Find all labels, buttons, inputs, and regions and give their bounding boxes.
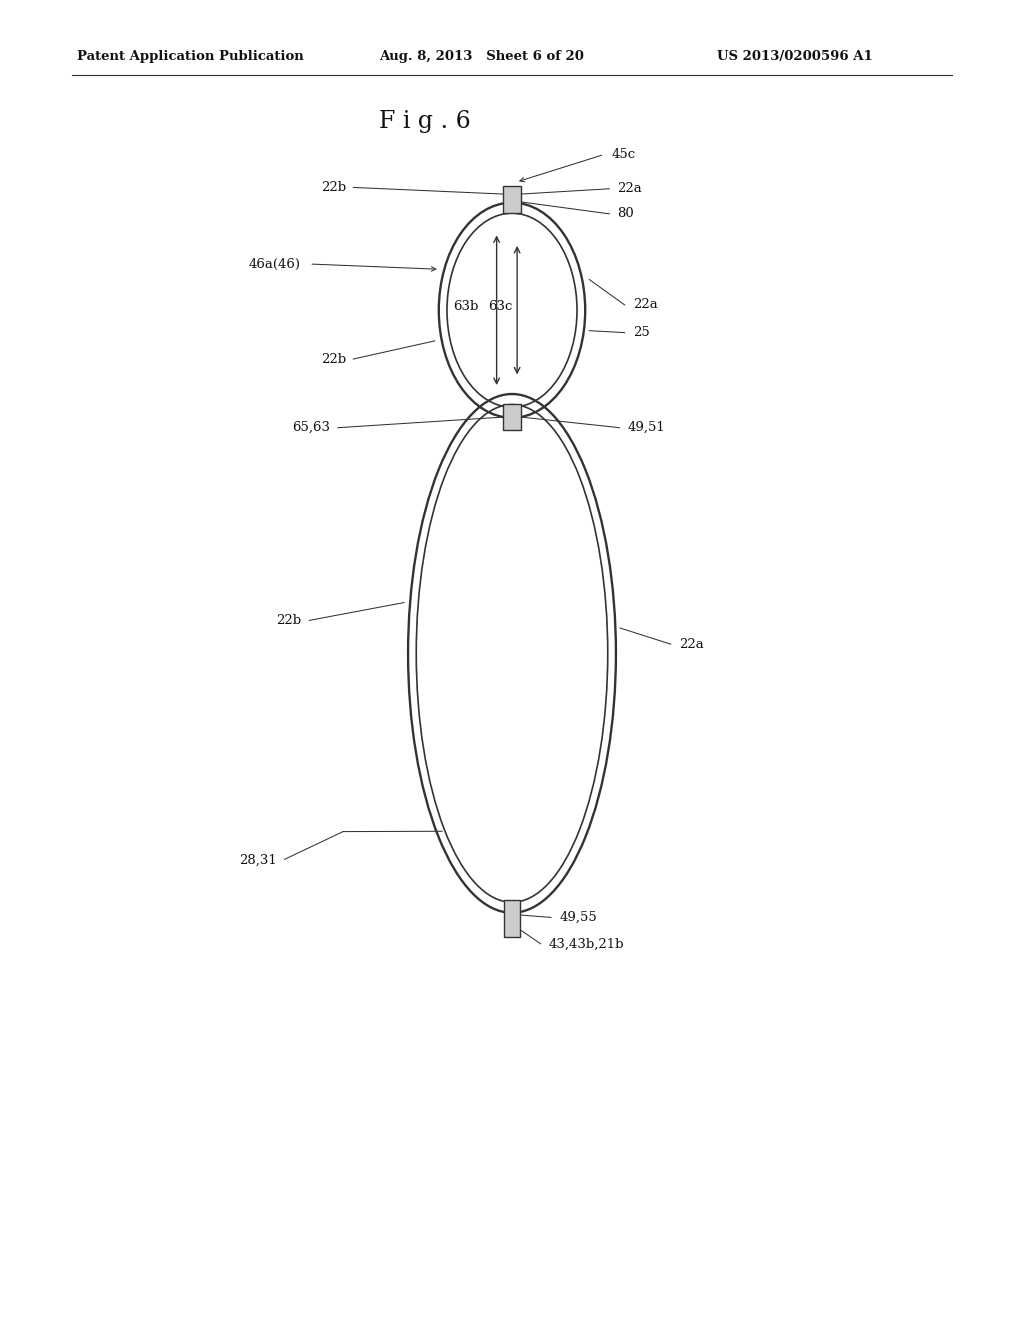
Text: 28,31: 28,31 xyxy=(239,854,276,867)
Bar xyxy=(503,404,521,430)
Bar xyxy=(503,186,521,213)
Text: Patent Application Publication: Patent Application Publication xyxy=(77,50,303,63)
Text: US 2013/0200596 A1: US 2013/0200596 A1 xyxy=(717,50,872,63)
Text: 25: 25 xyxy=(633,326,649,339)
Text: F i g . 6: F i g . 6 xyxy=(379,110,471,133)
Text: 45c: 45c xyxy=(611,148,636,161)
Text: 63c: 63c xyxy=(488,300,513,313)
Text: 22a: 22a xyxy=(679,638,703,651)
Text: 49,55: 49,55 xyxy=(559,911,597,924)
Text: 49,51: 49,51 xyxy=(628,421,666,434)
Text: 46a(46): 46a(46) xyxy=(249,257,301,271)
Text: 22b: 22b xyxy=(275,614,301,627)
Text: 22b: 22b xyxy=(321,352,346,366)
Text: 43,43b,21b: 43,43b,21b xyxy=(549,937,625,950)
Text: 22a: 22a xyxy=(633,298,657,312)
Text: Aug. 8, 2013   Sheet 6 of 20: Aug. 8, 2013 Sheet 6 of 20 xyxy=(379,50,584,63)
Text: 80: 80 xyxy=(617,207,634,220)
Text: 65,63: 65,63 xyxy=(292,421,330,434)
Bar xyxy=(504,900,520,937)
Text: 22a: 22a xyxy=(617,182,642,195)
Text: 22b: 22b xyxy=(321,181,346,194)
Text: 63b: 63b xyxy=(453,300,478,313)
